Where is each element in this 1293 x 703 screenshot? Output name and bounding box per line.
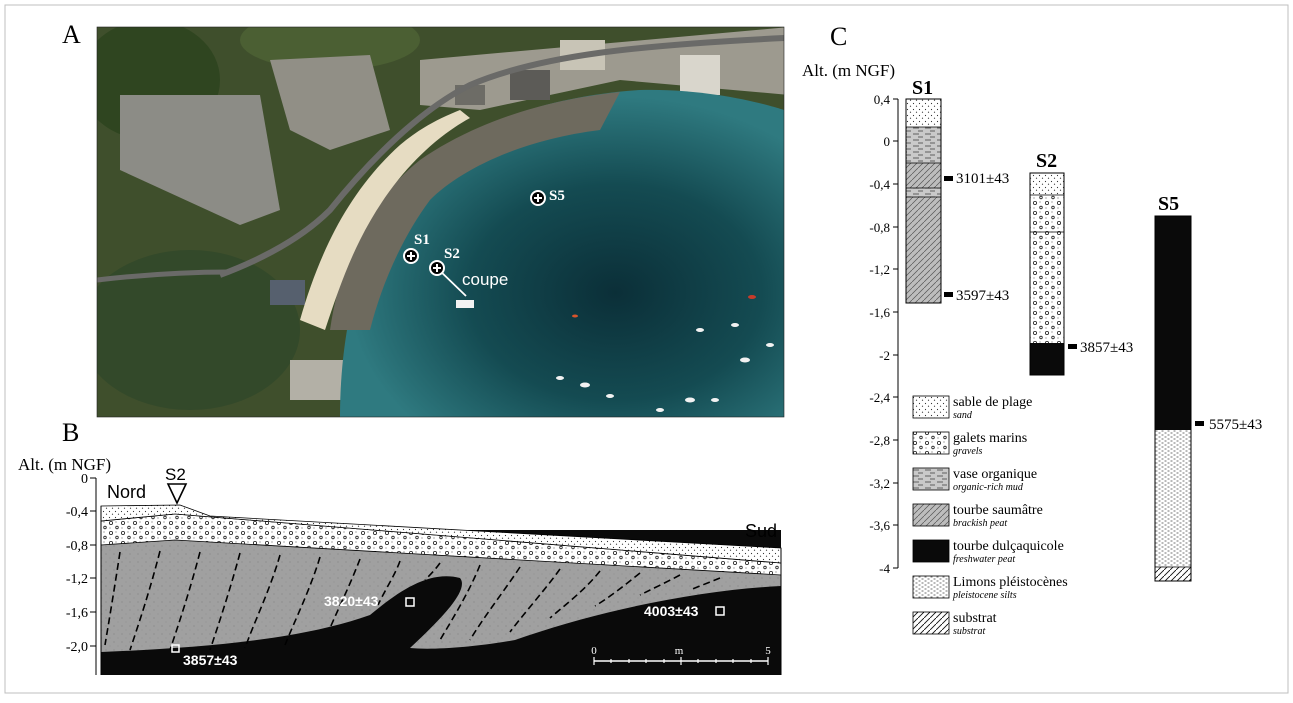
core-s2-date: 3857±43	[1080, 340, 1133, 356]
site-marker-s2: S2	[429, 246, 460, 276]
legend-item-mud: vase organique organic-rich mud	[912, 467, 1037, 493]
figure-border	[4, 4, 1289, 694]
scale-unit: m	[675, 645, 684, 657]
date-label: 3857±43	[183, 652, 238, 668]
panel-c-tick-label: 0	[884, 134, 891, 149]
legend-sublabel: pleistocene silts	[952, 590, 1017, 601]
legend-sublabel: sand	[953, 410, 973, 421]
legend-item-sand: sable de plage sand	[912, 395, 1032, 421]
scale-bar: 0 m 5	[591, 645, 771, 665]
panel-c-label: C	[830, 22, 847, 51]
site-label-s5: S5	[549, 188, 565, 204]
panel-b-s2-label: S2	[165, 465, 186, 484]
panel-b-dates: 3857±43 3820±43 4003±43	[171, 593, 725, 668]
panel-c-tick-label: -1,6	[869, 305, 890, 320]
panel-b-tick-label: -0,8	[66, 539, 88, 554]
panel-c-tick-label: -2,8	[869, 433, 890, 448]
panel-b-tick-label: -1,6	[66, 606, 88, 621]
legend-item-brackish-peat: tourbe saumâtre brackish peat	[912, 503, 1043, 529]
panel-c-y-ticks: 0,4 0 -0,4 -0,8 -1,2 -1,6 -2 -2,4 -2,8 -…	[869, 92, 898, 576]
legend-sublabel: organic-rich mud	[953, 482, 1024, 493]
s2-position-marker	[166, 483, 188, 505]
legend-sublabel: freshwater peat	[953, 554, 1015, 565]
core-s2: S2 3857±43	[1029, 150, 1133, 376]
legend-label: tourbe saumâtre	[953, 503, 1043, 518]
legend-label: tourbe dulçaquicole	[953, 539, 1064, 554]
panel-c-tick-label: 0,4	[874, 92, 891, 107]
legend-label: sable de plage	[953, 395, 1032, 410]
boats	[456, 295, 774, 412]
south-label: Sud	[745, 521, 777, 541]
parking-lot	[120, 95, 280, 225]
legend-item-substrat: substrat substrat	[912, 611, 997, 637]
core-s1-date: 3597±43	[956, 288, 1009, 304]
scale-start: 0	[591, 645, 597, 657]
panel-b-y-ticks: 0 -0,4 -0,8 -1,2 -1,6 -2,0	[66, 472, 96, 655]
legend-sublabel: substrat	[953, 626, 985, 637]
panel-b-axis-title: Alt. (m NGF)	[18, 455, 111, 474]
panel-c-tick-label: -0,8	[869, 220, 890, 235]
legend-label: galets marins	[953, 431, 1027, 446]
legend-label: vase organique	[953, 467, 1037, 482]
tidal-flat	[330, 92, 620, 330]
legend-label: Limons pléistocènes	[953, 575, 1068, 590]
brackish-peat-layer	[101, 540, 781, 652]
panel-c-tick-label: -0,4	[869, 177, 890, 192]
panel-b-tick-label: -0,4	[66, 505, 88, 520]
panel-c-tick-label: -1,2	[869, 262, 890, 277]
core-s5-date: 5575±43	[1209, 417, 1262, 433]
legend-sublabel: gravels	[953, 446, 983, 457]
site-marker-s1: S1	[403, 232, 430, 264]
legend: sable de plage sand galets marins gravel…	[912, 395, 1068, 637]
legend-item-freshwater-peat: tourbe dulçaquicole freshwater peat	[912, 539, 1064, 565]
bedding-lines	[104, 550, 721, 651]
panel-c-tick-label: -3,6	[869, 518, 890, 533]
panel-b-label: B	[62, 418, 79, 447]
core-s5: S5 5575±43	[1154, 193, 1262, 582]
beach	[300, 110, 470, 330]
panel-c-tick-label: -3,2	[869, 476, 890, 491]
panel-c-axis-title: Alt. (m NGF)	[802, 61, 895, 80]
panel-b-tick-label: -2,0	[66, 640, 88, 655]
aerial-photo	[97, 27, 784, 417]
core-s1: S1 3101±43 3597±43	[905, 77, 1009, 304]
panel-a-label: A	[62, 20, 81, 49]
panel-c-tick-label: -2	[879, 348, 890, 363]
panel-c-tick-label: -4	[879, 561, 890, 576]
north-label: Nord	[107, 482, 146, 502]
scale-end: 5	[765, 645, 771, 657]
panel-b-tick-label: 0	[81, 472, 88, 487]
date-label: 4003±43	[644, 603, 699, 619]
panel-c-tick-label: -2,4	[869, 390, 890, 405]
core-s2-name: S2	[1036, 150, 1057, 172]
date-label: 3820±43	[324, 593, 379, 609]
site-label-s1: S1	[414, 232, 430, 248]
site-marker-s5: S5	[530, 188, 565, 206]
core-s1-date: 3101±43	[956, 171, 1009, 187]
core-s5-name: S5	[1158, 193, 1179, 215]
transect-label: coupe	[462, 270, 508, 289]
legend-item-silt: Limons pléistocènes pleistocene silts	[912, 575, 1068, 601]
legend-label: substrat	[953, 611, 997, 626]
legend-item-gravel: galets marins gravels	[912, 431, 1027, 457]
core-s1-name: S1	[912, 77, 933, 99]
cross-section	[100, 504, 782, 675]
site-label-s2: S2	[444, 246, 460, 262]
panel-b-tick-label: -1,2	[66, 572, 88, 587]
legend-sublabel: brackish peat	[953, 518, 1007, 529]
